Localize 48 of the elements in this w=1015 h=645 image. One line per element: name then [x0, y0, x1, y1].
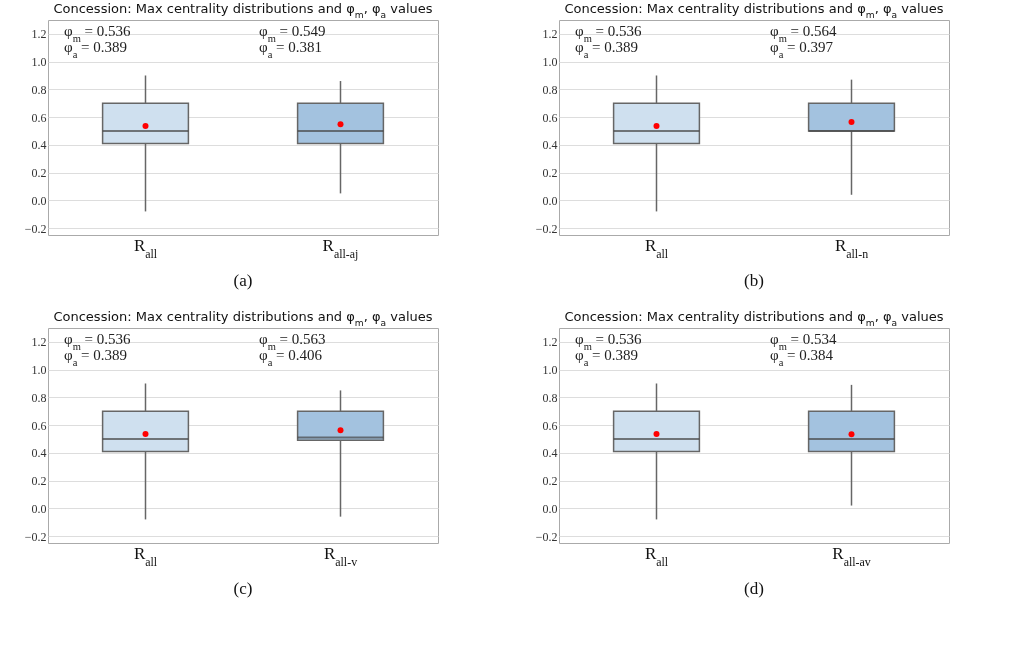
y-tick-label: 1.2 [542, 335, 558, 350]
chart-title: Concession: Max centrality distributions and φ$_{m}$, φ$_{a}$ values [564, 1, 944, 20]
chart-title: Concession: Max centrality distributions and φ$_{m}$, φ$_{a}$ values [53, 309, 433, 328]
y-tick-label: 0.0 [542, 501, 558, 516]
y-tick-label: 1.0 [542, 55, 558, 70]
y-tick-label: 1.0 [31, 55, 47, 70]
y-tick-label: 0.2 [542, 166, 558, 181]
text: (b) [744, 271, 764, 290]
y-tick-label: 1.2 [31, 335, 47, 350]
y-tick-label: −0.2 [24, 221, 47, 236]
y-tick-label: 0.4 [31, 138, 47, 153]
y-tick-label: 0.4 [542, 446, 558, 461]
y-tick-label: 0.8 [542, 390, 558, 405]
x-tick-label: R$_{all-av}$ [832, 543, 871, 569]
y-tick-label: −0.2 [24, 529, 47, 544]
y-tick-label: 0.2 [31, 166, 47, 181]
y-tick-label: 0.6 [542, 110, 558, 125]
y-tick-label: −0.2 [535, 529, 558, 544]
y-tick-label: 1.2 [31, 27, 47, 42]
x-tick-label: R$_{all-n}$ [834, 235, 869, 261]
chart-title: Concession: Max centrality distributions and φ$_{m}$, φ$_{a}$ values [564, 309, 944, 328]
text: (d) [744, 579, 764, 598]
y-tick-label: 0.8 [542, 82, 558, 97]
x-tick-label: R$_{all-aj}$ [322, 235, 359, 261]
text: (a) [233, 271, 253, 290]
x-tick-label: R$_{all-v}$ [323, 543, 358, 569]
y-tick-label: 0.0 [542, 193, 558, 208]
y-tick-label: 1.0 [542, 363, 558, 378]
y-tick-label: 0.2 [542, 474, 558, 489]
x-tick-label: R$_{all}$ [644, 235, 669, 261]
y-tick-label: 0.2 [31, 474, 47, 489]
y-tick-label: 1.0 [31, 363, 47, 378]
chart-title: Concession: Max centrality distributions and φ$_{m}$, φ$_{a}$ values [53, 1, 433, 20]
y-tick-label: 0.4 [542, 138, 558, 153]
y-tick-label: 0.6 [542, 418, 558, 433]
text: (c) [233, 579, 253, 598]
y-tick-label: −0.2 [535, 221, 558, 236]
y-tick-label: 0.0 [31, 501, 47, 516]
x-tick-label: R$_{all}$ [133, 235, 158, 261]
y-tick-label: 0.8 [31, 390, 47, 405]
y-tick-label: 0.8 [31, 82, 47, 97]
y-tick-label: 0.0 [31, 193, 47, 208]
y-tick-label: 0.4 [31, 446, 47, 461]
y-tick-label: 1.2 [542, 27, 558, 42]
y-tick-label: 0.6 [31, 418, 47, 433]
x-tick-label: R$_{all}$ [133, 543, 158, 569]
y-tick-label: 0.6 [31, 110, 47, 125]
x-tick-label: R$_{all}$ [644, 543, 669, 569]
